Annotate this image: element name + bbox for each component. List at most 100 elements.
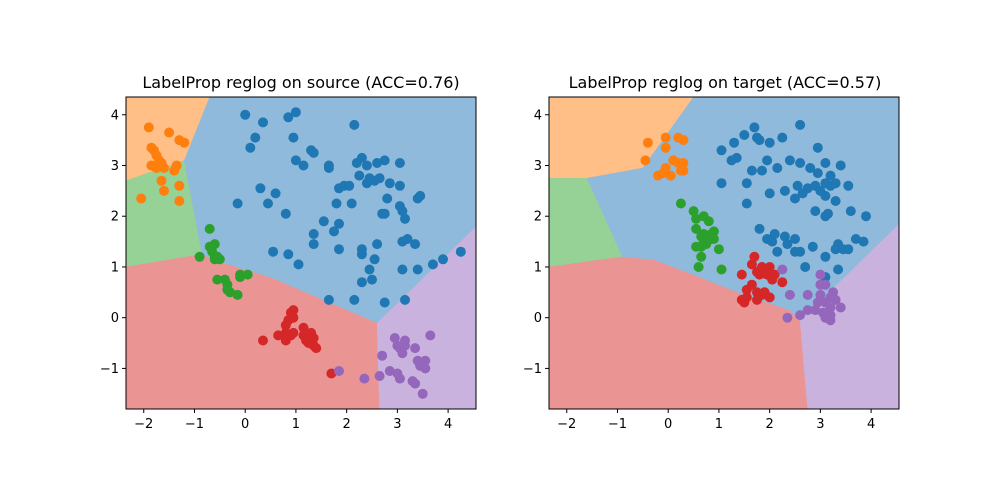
point-class-0 [790, 234, 800, 244]
point-class-2 [708, 234, 719, 244]
point-class-4 [334, 366, 344, 376]
point-class-0 [356, 277, 367, 288]
point-class-4 [810, 305, 821, 316]
point-class-2 [204, 223, 215, 234]
point-class-0 [369, 254, 380, 265]
point-class-0 [298, 160, 309, 171]
point-class-0 [812, 142, 823, 153]
point-class-2 [222, 284, 233, 295]
point-class-0 [250, 132, 261, 143]
point-class-1 [174, 180, 185, 191]
x-tick-label: −2 [557, 417, 576, 432]
point-class-0 [331, 198, 342, 209]
point-class-0 [255, 183, 266, 194]
point-class-1 [179, 137, 190, 148]
point-class-4 [425, 330, 436, 341]
point-class-3 [764, 292, 775, 303]
point-class-0 [384, 178, 395, 189]
point-class-0 [263, 198, 273, 209]
y-tick-label: 1 [111, 260, 119, 275]
point-class-3 [273, 330, 284, 341]
point-class-4 [420, 363, 431, 374]
point-class-0 [754, 135, 765, 146]
point-class-2 [716, 264, 727, 275]
point-class-1 [678, 158, 689, 168]
point-class-0 [334, 218, 344, 229]
point-class-0 [293, 259, 304, 270]
x-tick-label: 2 [343, 417, 351, 432]
point-class-0 [858, 236, 869, 247]
point-class-1 [642, 137, 653, 148]
point-class-0 [308, 147, 319, 158]
point-class-0 [825, 170, 836, 181]
point-class-2 [232, 289, 243, 300]
point-class-3 [736, 269, 747, 280]
point-class-0 [820, 251, 831, 262]
point-class-2 [691, 241, 702, 252]
point-class-4 [410, 343, 421, 354]
point-class-0 [845, 206, 856, 217]
x-tick-label: 0 [241, 417, 249, 432]
point-class-4 [812, 297, 823, 308]
y-tick-label: 0 [534, 311, 542, 326]
point-class-1 [660, 142, 671, 153]
point-class-0 [372, 158, 383, 168]
point-class-0 [323, 163, 334, 173]
point-class-0 [850, 234, 861, 244]
point-class-0 [356, 249, 367, 260]
point-class-0 [232, 198, 243, 209]
point-class-0 [739, 130, 750, 140]
point-class-0 [716, 145, 727, 156]
point-class-0 [764, 137, 775, 148]
point-class-0 [746, 165, 757, 176]
point-class-3 [746, 259, 757, 270]
point-class-0 [741, 198, 752, 209]
point-class-0 [290, 107, 301, 118]
point-class-2 [701, 239, 712, 250]
decision-regions [549, 97, 899, 409]
point-class-0 [455, 246, 466, 257]
point-class-0 [323, 294, 334, 305]
point-class-4 [394, 373, 405, 384]
point-class-4 [384, 366, 395, 376]
x-tick-label: 1 [292, 417, 300, 432]
point-class-2 [703, 216, 714, 227]
point-class-2 [713, 244, 724, 255]
x-tick-label: −2 [134, 417, 153, 432]
point-class-0 [835, 160, 846, 171]
point-class-4 [825, 315, 836, 326]
point-class-3 [326, 368, 337, 379]
scatter-points [136, 107, 466, 399]
point-class-0 [805, 163, 816, 173]
point-class-3 [288, 305, 299, 316]
point-class-0 [757, 165, 767, 176]
point-class-0 [346, 198, 357, 209]
point-class-4 [374, 371, 385, 381]
x-tick-label: 4 [867, 417, 875, 432]
point-class-3 [741, 284, 752, 295]
point-class-0 [861, 211, 871, 222]
point-class-1 [678, 165, 689, 176]
point-class-0 [807, 241, 818, 252]
point-class-0 [412, 264, 423, 275]
point-class-0 [364, 264, 375, 275]
point-class-0 [782, 239, 793, 250]
point-class-2 [212, 274, 223, 285]
point-class-0 [382, 193, 393, 204]
point-class-0 [716, 178, 727, 189]
point-class-0 [329, 226, 339, 237]
point-class-0 [729, 137, 740, 148]
point-class-0 [283, 249, 294, 260]
y-tick-label: −1 [523, 362, 542, 377]
scatter-points [640, 119, 871, 326]
point-class-0 [372, 239, 383, 250]
y-tick-label: −1 [100, 362, 119, 377]
point-class-3 [754, 269, 765, 280]
y-tick-label: 4 [111, 108, 119, 123]
point-class-4 [400, 340, 410, 351]
point-class-4 [782, 312, 793, 323]
point-class-0 [777, 132, 788, 143]
point-class-4 [410, 378, 421, 389]
y-tick-label: 2 [534, 210, 542, 225]
